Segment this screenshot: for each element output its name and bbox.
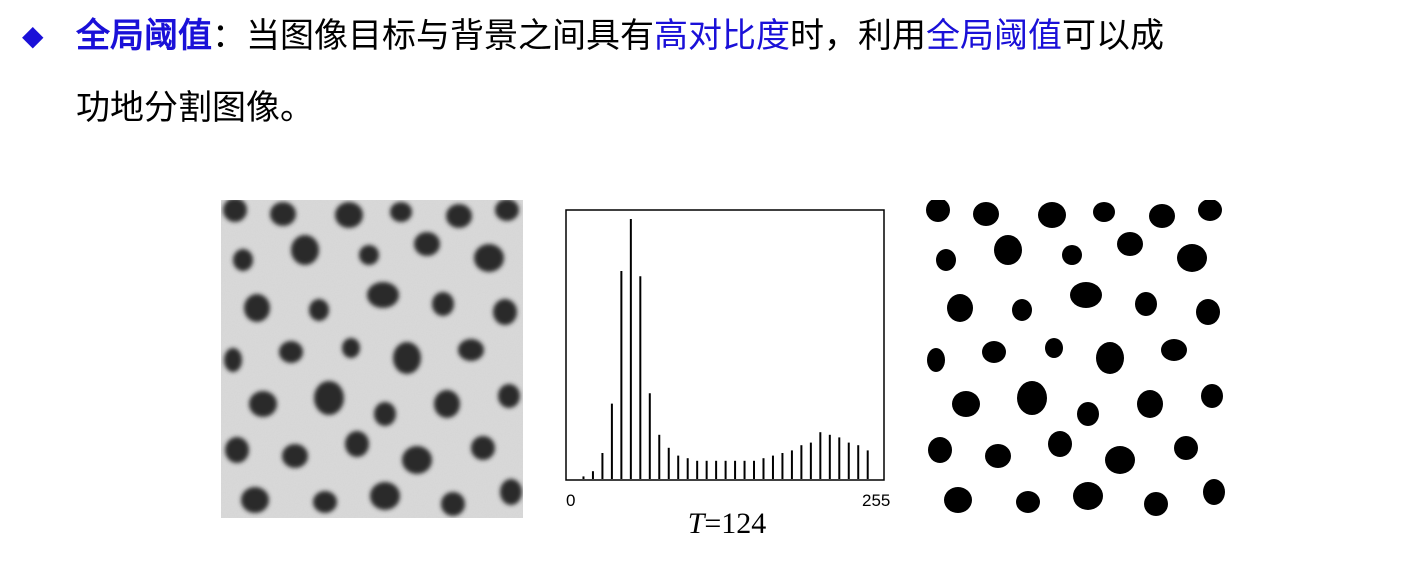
threshold-label: T=124 bbox=[552, 506, 902, 542]
threshold-variable: T bbox=[687, 507, 705, 540]
term-global-threshold: 全局阈值 bbox=[76, 16, 212, 56]
term-colon: ： bbox=[212, 16, 246, 56]
text-segment-c: 可以成 bbox=[1062, 16, 1164, 56]
text-segment-a: 当图像目标与背景之间具有 bbox=[246, 16, 654, 56]
histogram-chart: 0 255 T=124 bbox=[552, 198, 902, 548]
diamond-bullet-icon: ◆ bbox=[22, 19, 44, 52]
histogram-frame bbox=[565, 209, 885, 481]
x-axis-min-label: 0 bbox=[566, 491, 575, 508]
paragraph-line-2: 功地分割图像。 bbox=[76, 88, 314, 128]
threshold-value: 124 bbox=[721, 507, 767, 540]
grayscale-cells-image bbox=[221, 200, 523, 518]
threshold-equals: = bbox=[704, 507, 722, 540]
highlight-global-threshold: 全局阈值 bbox=[926, 16, 1062, 56]
x-axis-max-label: 255 bbox=[862, 491, 890, 508]
histogram-bars bbox=[582, 219, 869, 479]
paragraph-line-1: 全局阈值：当图像目标与背景之间具有高对比度时，利用全局阈值可以成 bbox=[76, 14, 1164, 58]
text-segment-b: 时，利用 bbox=[790, 16, 926, 56]
histogram-svg: 0 255 bbox=[565, 209, 890, 508]
binary-cells-image bbox=[924, 200, 1226, 518]
figure-row: 0 255 T=124 bbox=[0, 198, 1414, 548]
highlight-high-contrast: 高对比度 bbox=[654, 16, 790, 56]
